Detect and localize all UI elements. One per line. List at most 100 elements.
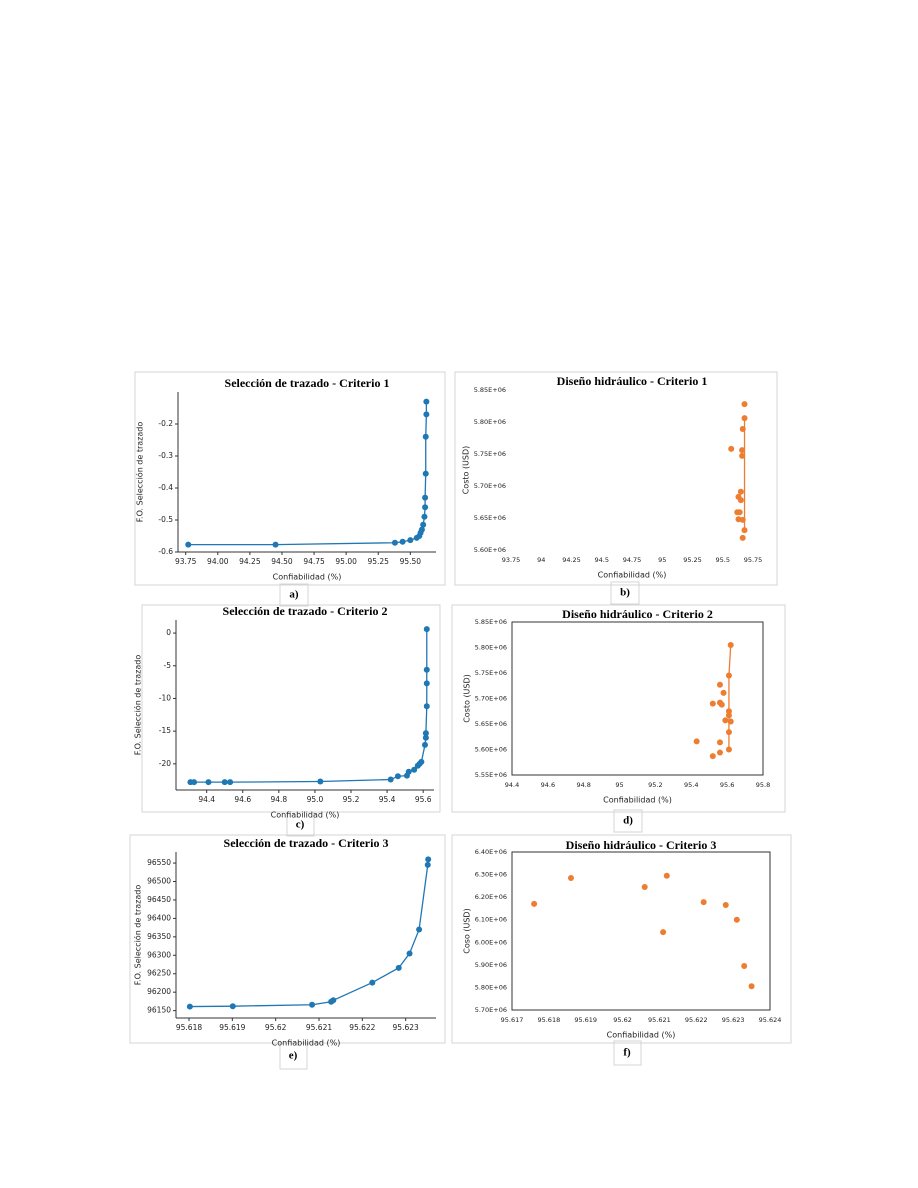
y-axis-label: F.O. Selección de trazado xyxy=(135,422,145,523)
data-point xyxy=(722,902,729,909)
data-point xyxy=(422,433,429,440)
data-point xyxy=(531,900,538,907)
panel-frame xyxy=(134,371,446,586)
data-point xyxy=(422,494,429,501)
y-tick-label: 6.00E+06 xyxy=(475,938,507,946)
data-point xyxy=(272,541,279,548)
x-axis-label: Confiabilidad (%) xyxy=(273,573,342,582)
x-tick-label: 95.618 xyxy=(176,1023,202,1032)
x-tick-label: 95.75 xyxy=(744,556,763,564)
x-tick-label: 95.621 xyxy=(306,1023,332,1032)
y-tick-label: -0.6 xyxy=(158,547,173,556)
data-point xyxy=(418,758,425,765)
x-tick-label: 95.25 xyxy=(683,556,702,564)
y-tick-label: 96300 xyxy=(147,950,171,959)
y-tick-label: 5.80E+06 xyxy=(475,983,507,991)
data-point xyxy=(720,689,727,696)
data-point xyxy=(641,883,648,890)
data-point xyxy=(330,997,337,1004)
y-tick-label: 96400 xyxy=(147,913,171,922)
data-point xyxy=(737,488,744,495)
y-tick-label: 5.65E+06 xyxy=(475,720,507,728)
data-point xyxy=(422,470,429,477)
data-point xyxy=(660,929,667,936)
y-tick-label: -0.5 xyxy=(158,515,173,524)
data-point xyxy=(186,1003,193,1010)
x-tick-label: 94.4 xyxy=(198,795,215,804)
x-tick-label: 95.62 xyxy=(613,1016,632,1024)
caption-frame xyxy=(610,581,640,605)
y-tick-label: 5.75E+06 xyxy=(475,669,507,677)
data-point xyxy=(387,776,394,783)
x-tick-label: 95.619 xyxy=(574,1016,597,1024)
chart-title: Selección de trazado - Criterio 3 xyxy=(224,836,389,850)
series-line xyxy=(728,644,732,750)
chart-title: Diseño hidráulico - Criterio 1 xyxy=(557,374,708,388)
data-point xyxy=(722,717,729,724)
y-tick-label: 5.60E+06 xyxy=(475,746,507,754)
x-tick-label: 94.25 xyxy=(562,556,581,564)
y-tick-label: 5.90E+06 xyxy=(475,961,507,969)
x-axis-label: Confiabilidad (%) xyxy=(607,1031,676,1040)
y-tick-label: -0.4 xyxy=(158,483,173,492)
y-tick-label: -5 xyxy=(164,661,172,670)
y-tick-label: 96250 xyxy=(147,969,171,978)
caption: c) xyxy=(296,819,305,831)
caption: e) xyxy=(289,1050,298,1062)
x-tick-label: 95.622 xyxy=(349,1023,375,1032)
data-point xyxy=(317,778,324,785)
y-tick-label: 6.20E+06 xyxy=(475,893,507,901)
data-point xyxy=(716,749,723,756)
caption-frame xyxy=(279,1042,308,1070)
data-point xyxy=(221,779,228,786)
data-point xyxy=(416,926,423,933)
y-tick-label: 5.70E+06 xyxy=(474,482,506,490)
x-tick-label: 94.50 xyxy=(271,557,293,566)
panel-frame xyxy=(451,834,792,1044)
x-tick-label: 95.25 xyxy=(367,557,389,566)
data-point xyxy=(423,703,430,710)
data-point xyxy=(227,779,234,786)
y-tick-label: 6.40E+06 xyxy=(475,848,507,856)
data-point xyxy=(185,541,192,548)
y-tick-label: 5.85E+06 xyxy=(475,618,507,626)
data-point xyxy=(748,983,755,990)
data-point xyxy=(229,1003,236,1010)
x-axis-label: Confiabilidad (%) xyxy=(598,571,667,580)
data-point xyxy=(739,447,746,454)
x-tick-label: 94.25 xyxy=(239,557,261,566)
data-point xyxy=(741,962,748,969)
chart-title: Diseño hidráulico - Criterio 3 xyxy=(566,838,717,852)
caption-frame xyxy=(279,583,309,607)
data-point xyxy=(739,452,746,459)
y-tick-label: 6.30E+06 xyxy=(475,871,507,879)
data-point xyxy=(423,680,430,687)
data-point xyxy=(395,964,402,971)
y-tick-label: -15 xyxy=(159,726,171,735)
caption: b) xyxy=(620,587,630,599)
y-axis-label: Costo (USD) xyxy=(462,446,471,495)
x-tick-label: 95.00 xyxy=(335,557,357,566)
data-point xyxy=(693,738,700,745)
x-tick-label: 95.50 xyxy=(400,557,422,566)
x-tick-label: 94.5 xyxy=(595,556,609,564)
x-tick-label: 95.624 xyxy=(759,1016,782,1024)
data-point xyxy=(728,445,735,452)
caption-frame xyxy=(613,809,643,833)
y-axis-label: Coso (USD) xyxy=(463,908,472,953)
data-point xyxy=(700,899,707,906)
x-tick-label: 95.4 xyxy=(379,795,396,804)
data-point xyxy=(733,916,740,923)
data-point xyxy=(741,401,748,408)
x-tick-label: 95.622 xyxy=(685,1016,708,1024)
y-tick-label: 5.55E+06 xyxy=(475,771,507,779)
y-tick-label: 96350 xyxy=(147,932,171,941)
y-tick-label: 96450 xyxy=(147,895,171,904)
plot-frame xyxy=(511,851,771,1011)
caption: f) xyxy=(623,1047,631,1059)
data-point xyxy=(716,739,723,746)
x-tick-label: 94.6 xyxy=(541,781,555,789)
data-point xyxy=(739,534,746,541)
data-point xyxy=(394,773,401,780)
y-tick-label: 5.85E+06 xyxy=(474,386,506,394)
